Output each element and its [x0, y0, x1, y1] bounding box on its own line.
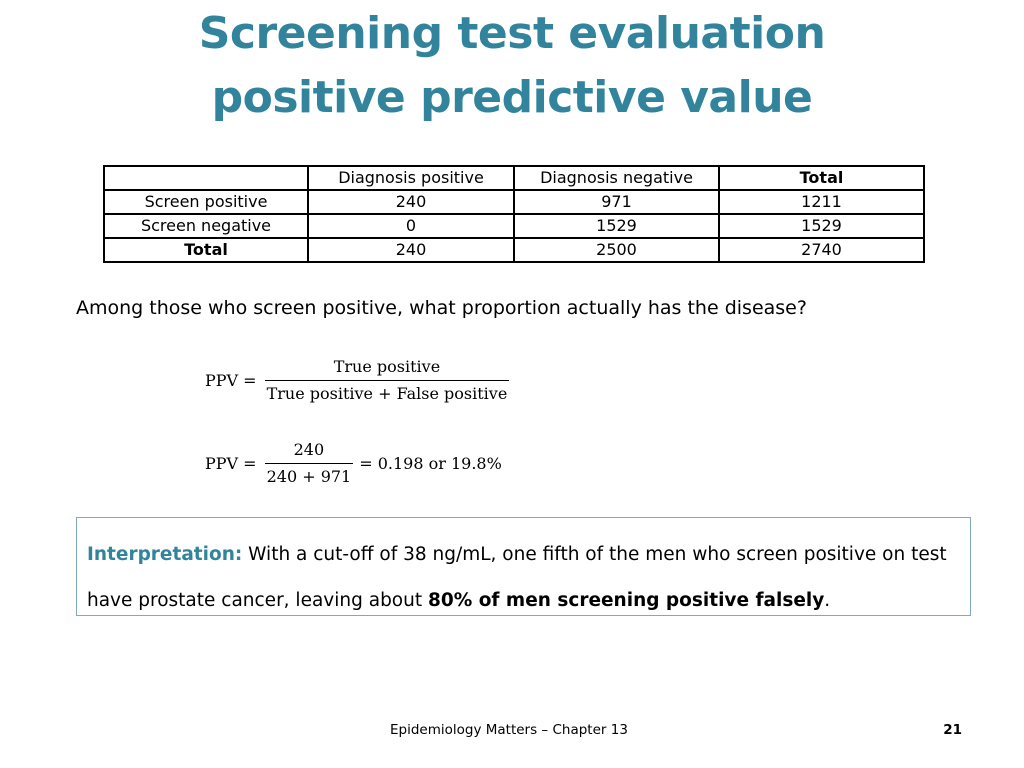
header-diagnosis-negative: Diagnosis negative	[513, 165, 720, 191]
interpretation-end: .	[824, 590, 831, 611]
table-cell: 1529	[513, 213, 720, 239]
table-row-total: Total 240 2500 2740	[103, 237, 925, 263]
slide-title: Screening test evaluation positive predi…	[0, 2, 1024, 130]
interpretation-label: Interpretation:	[87, 544, 243, 565]
contingency-table: Diagnosis positive Diagnosis negative To…	[103, 165, 925, 263]
ppv-formula: PPV = True positive True positive + Fals…	[205, 357, 510, 404]
formula-numerator: True positive	[333, 357, 441, 376]
table-cell: 1211	[718, 189, 925, 215]
table-cell: 240	[307, 237, 515, 263]
footer-text: Epidemiology Matters – Chapter 13	[390, 722, 628, 738]
title-line-1: Screening test evaluation	[198, 8, 826, 59]
table-cell: 2740	[718, 237, 925, 263]
calculation-lhs: PPV =	[205, 454, 257, 473]
table-cell: 0	[307, 213, 515, 239]
calculation-result: = 0.198 or 19.8%	[359, 454, 502, 473]
page-number: 21	[943, 722, 962, 738]
table-row: Screen positive 240 971 1211	[103, 189, 925, 215]
header-total: Total	[718, 165, 925, 191]
table-cell: 240	[307, 189, 515, 215]
interpretation-emphasis: 80% of men screening positive falsely	[428, 590, 825, 611]
ppv-calculation: PPV = 240 240 + 971 = 0.198 or 19.8%	[205, 440, 502, 487]
header-cell-empty	[103, 165, 309, 191]
table-cell: 1529	[718, 213, 925, 239]
question-text: Among those who screen positive, what pr…	[76, 297, 807, 319]
table-cell: 971	[513, 189, 720, 215]
calculation-denominator: 240 + 971	[264, 463, 354, 487]
row-label-total: Total	[103, 237, 309, 263]
header-diagnosis-positive: Diagnosis positive	[307, 165, 515, 191]
interpretation-text: With a cut-off of 38 ng/mL, one fifth of…	[87, 544, 947, 611]
formula-denominator: True positive + False positive	[264, 380, 510, 404]
table-header-row: Diagnosis positive Diagnosis negative To…	[103, 165, 925, 191]
table-cell: 2500	[513, 237, 720, 263]
interpretation-box: Interpretation: With a cut-off of 38 ng/…	[76, 517, 971, 616]
row-label-screen-positive: Screen positive	[103, 189, 309, 215]
formula-fraction: True positive True positive + False posi…	[264, 357, 510, 404]
calculation-numerator: 240	[293, 440, 325, 459]
formula-lhs: PPV =	[205, 371, 257, 390]
calculation-fraction: 240 240 + 971	[264, 440, 354, 487]
row-label-screen-negative: Screen negative	[103, 213, 309, 239]
title-line-2: positive predictive value	[211, 72, 813, 123]
table-row: Screen negative 0 1529 1529	[103, 213, 925, 239]
